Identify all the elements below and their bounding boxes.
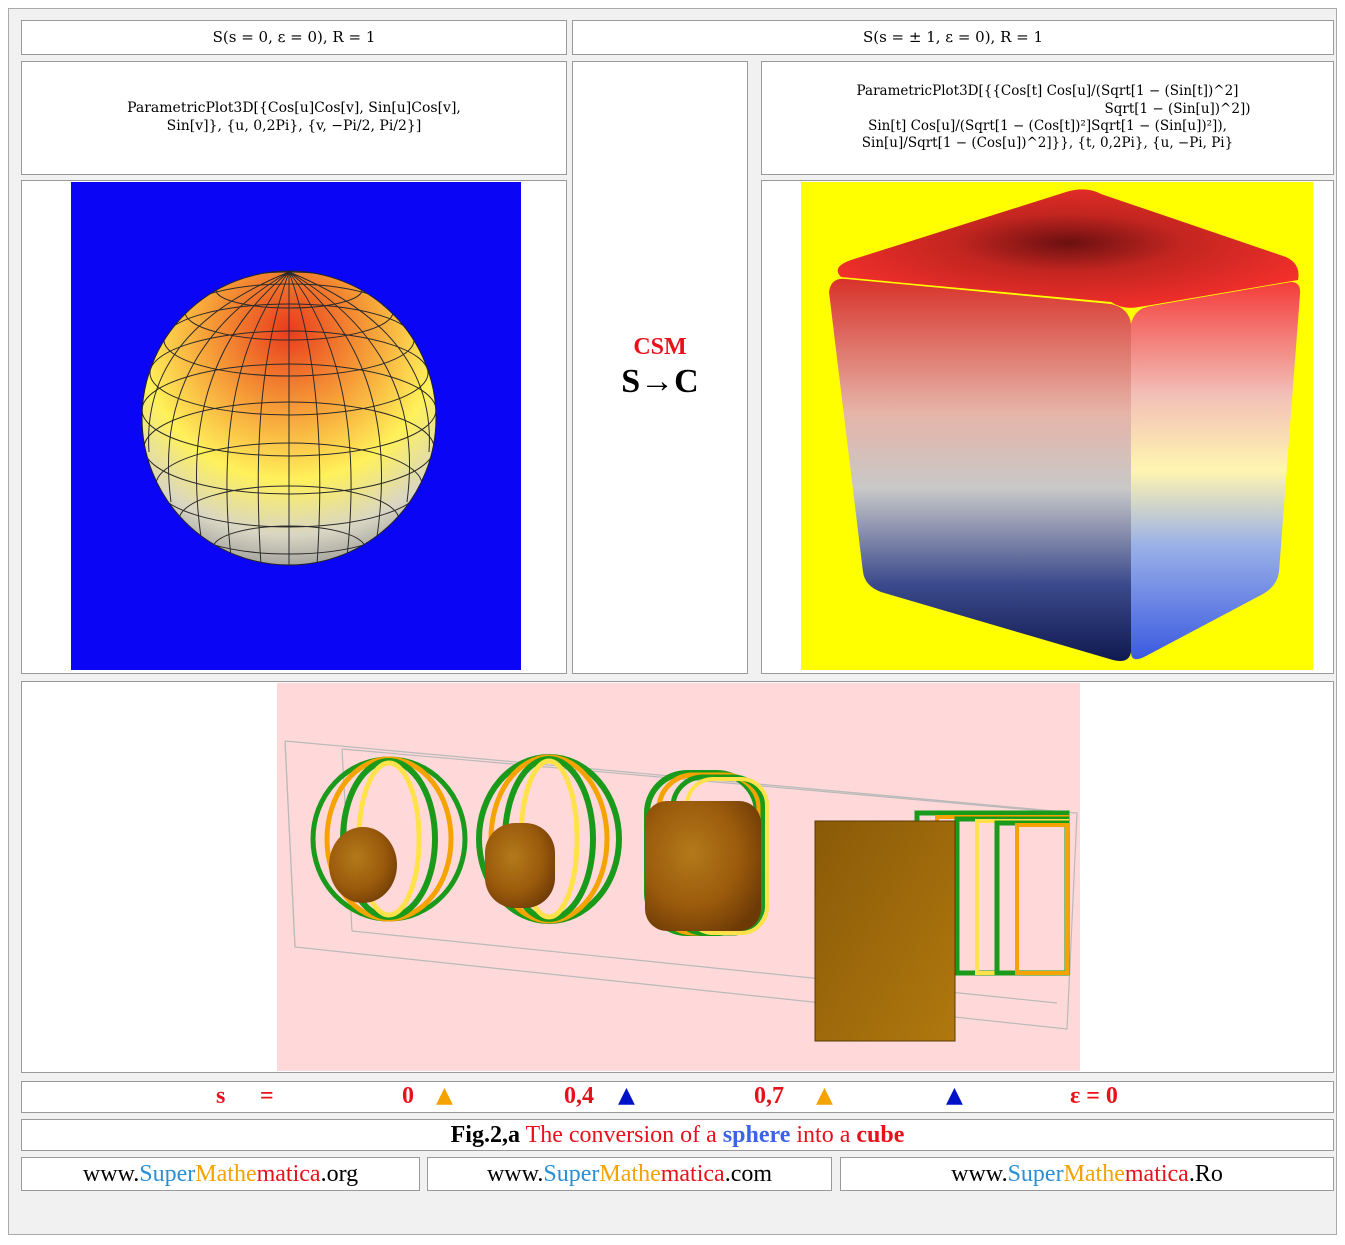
legend-equals: = bbox=[260, 1083, 274, 1109]
caption-row: Fig.2,a The conversion of a sphere into … bbox=[21, 1119, 1334, 1151]
link-www: www. bbox=[951, 1160, 1008, 1187]
legend-value-07: 0,7 bbox=[754, 1083, 784, 1109]
caption-text-1: The conversion of a bbox=[519, 1121, 723, 1148]
conversion-image bbox=[277, 683, 1080, 1071]
formula-left-line2: Sin[v]}, {u, 0,2Pi}, {v, −Pi/2, Pi/2}] bbox=[166, 118, 422, 134]
cube-top-face bbox=[837, 189, 1299, 308]
caption-sphere: sphere bbox=[722, 1121, 791, 1148]
header-left-text: S(s = 0, ε = 0), R = 1 bbox=[212, 28, 376, 47]
cube-image-cell bbox=[761, 180, 1334, 674]
link-www: www. bbox=[82, 1160, 140, 1187]
transform-label: S→C bbox=[621, 363, 699, 400]
header-left: S(s = 0, ε = 0), R = 1 bbox=[21, 20, 567, 55]
formula-right-line3: Sin[t] Cos[u]/(Sqrt[1 − (Cos[t])²]Sqrt[1… bbox=[868, 118, 1227, 134]
cube-side-face bbox=[1131, 282, 1301, 660]
link-matica: matica bbox=[660, 1160, 725, 1187]
link-mathe: Mathe bbox=[1063, 1160, 1125, 1187]
link-super: Super bbox=[139, 1160, 196, 1187]
link-www: www. bbox=[486, 1160, 544, 1187]
link-tld: .org bbox=[320, 1160, 359, 1187]
conversion-image-cell bbox=[21, 681, 1334, 1073]
formula-right-line2: Sqrt[1 − (Sin[u])^2]) bbox=[1104, 100, 1251, 117]
csm-label: CSM bbox=[633, 334, 687, 360]
blue-triangle-icon: ▲ bbox=[946, 1083, 963, 1108]
formula-left-cell: ParametricPlot3D[{Cos[u]Cos[v], Sin[u]Co… bbox=[21, 61, 567, 175]
legend-value-04: 0,4 bbox=[564, 1083, 594, 1109]
middle-cell: CSM S→C bbox=[572, 61, 748, 674]
footer-link-com[interactable]: www.SuperMathematica.com bbox=[427, 1157, 832, 1191]
shape-s1 bbox=[814, 810, 1070, 1042]
link-matica: matica bbox=[1124, 1160, 1189, 1187]
link-super: Super bbox=[543, 1160, 600, 1187]
link-tld: .com bbox=[724, 1160, 773, 1187]
formula-left-line1: ParametricPlot3D[{Cos[u]Cos[v], Sin[u]Co… bbox=[127, 100, 461, 117]
caption-cube: cube bbox=[856, 1121, 905, 1148]
shape-s07 bbox=[644, 770, 769, 936]
cube-front-face bbox=[829, 278, 1131, 661]
link-mathe: Mathe bbox=[195, 1160, 257, 1187]
footer-link-ro[interactable]: www.SuperMathematica.Ro bbox=[840, 1157, 1334, 1191]
link-tld: .Ro bbox=[1188, 1160, 1223, 1187]
header-right: S(s = ± 1, ε = 0), R = 1 bbox=[572, 20, 1334, 55]
orange-triangle-icon: ▲ bbox=[816, 1083, 833, 1108]
header-right-text: S(s = ± 1, ε = 0), R = 1 bbox=[862, 28, 1044, 47]
link-super: Super bbox=[1007, 1160, 1064, 1187]
formula-right-line1: ParametricPlot3D[{{Cos[t] Cos[u]/(Sqrt[1… bbox=[856, 83, 1239, 100]
shape-s0 bbox=[310, 756, 468, 922]
formula-right-cell: ParametricPlot3D[{{Cos[t] Cos[u]/(Sqrt[1… bbox=[761, 61, 1334, 175]
cube-image bbox=[801, 182, 1313, 670]
blue-triangle-icon: ▲ bbox=[618, 1083, 635, 1108]
sphere-image bbox=[71, 182, 521, 670]
footer-link-org[interactable]: www.SuperMathematica.org bbox=[21, 1157, 420, 1191]
caption-fig: Fig.2,a bbox=[450, 1121, 520, 1148]
legend-epsilon: ε = 0 bbox=[1070, 1083, 1118, 1109]
orange-triangle-icon: ▲ bbox=[436, 1083, 453, 1108]
formula-right-line4: Sin[u]/Sqrt[1 − (Cos[u])^2]}}, {t, 0,2Pi… bbox=[861, 135, 1234, 152]
legend-row: s = 0 ▲ 0,4 ▲ 0,7 ▲ ▲ ε = 0 bbox=[21, 1081, 1334, 1113]
legend-s-label: s bbox=[216, 1083, 226, 1109]
caption-text-2: into a bbox=[790, 1121, 857, 1148]
legend-value-0: 0 bbox=[402, 1083, 414, 1109]
sphere-image-cell bbox=[21, 180, 567, 674]
link-mathe: Mathe bbox=[599, 1160, 661, 1187]
link-matica: matica bbox=[256, 1160, 321, 1187]
shape-s04 bbox=[476, 754, 622, 924]
